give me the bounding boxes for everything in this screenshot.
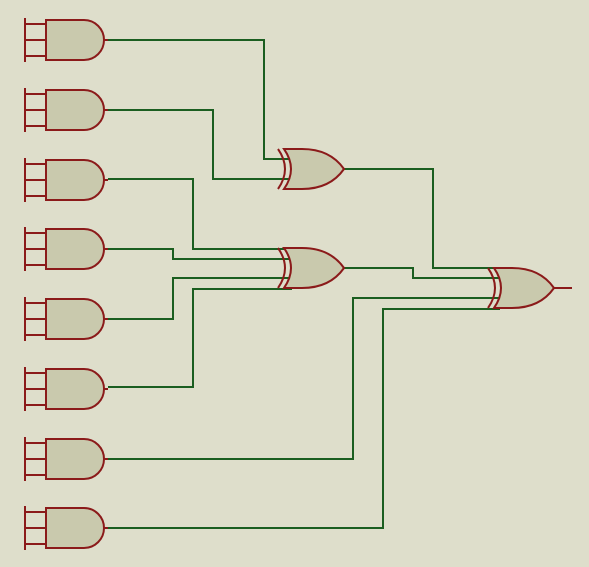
or2-or-back-curve: [277, 247, 286, 289]
and2-and-gate: [45, 89, 105, 131]
wire-and3-to-or2: [108, 178, 292, 250]
or1-or-gate: [282, 148, 346, 190]
or3-or-gate: [492, 267, 556, 309]
and5-and-gate: [45, 298, 105, 340]
or2-or-gate: [282, 247, 346, 289]
wire-and1-to-or1: [108, 39, 290, 160]
and6-and-gate: [45, 368, 105, 410]
and7-and-gate: [45, 438, 105, 480]
or3-or-back-curve: [487, 267, 496, 309]
wire-and2-to-or1: [108, 109, 290, 180]
gates: [45, 19, 556, 549]
wire-and6-to-or2: [108, 288, 292, 388]
wire-and8-to-or3: [108, 308, 500, 529]
and8-and-gate: [45, 507, 105, 549]
wire-and5-to-or2: [108, 277, 294, 320]
wire-and7-to-or3: [108, 297, 502, 460]
and1-and-gate: [45, 19, 105, 61]
or1-or-back-curve: [277, 148, 286, 190]
wire-and4-to-or2: [108, 248, 294, 260]
wire-or1-to-or3: [344, 168, 500, 269]
and4-and-gate: [45, 228, 105, 270]
gate-pins: [24, 18, 572, 550]
wire-or2-to-or3: [344, 267, 502, 279]
and3-and-gate: [45, 159, 105, 201]
wires: [108, 39, 502, 529]
